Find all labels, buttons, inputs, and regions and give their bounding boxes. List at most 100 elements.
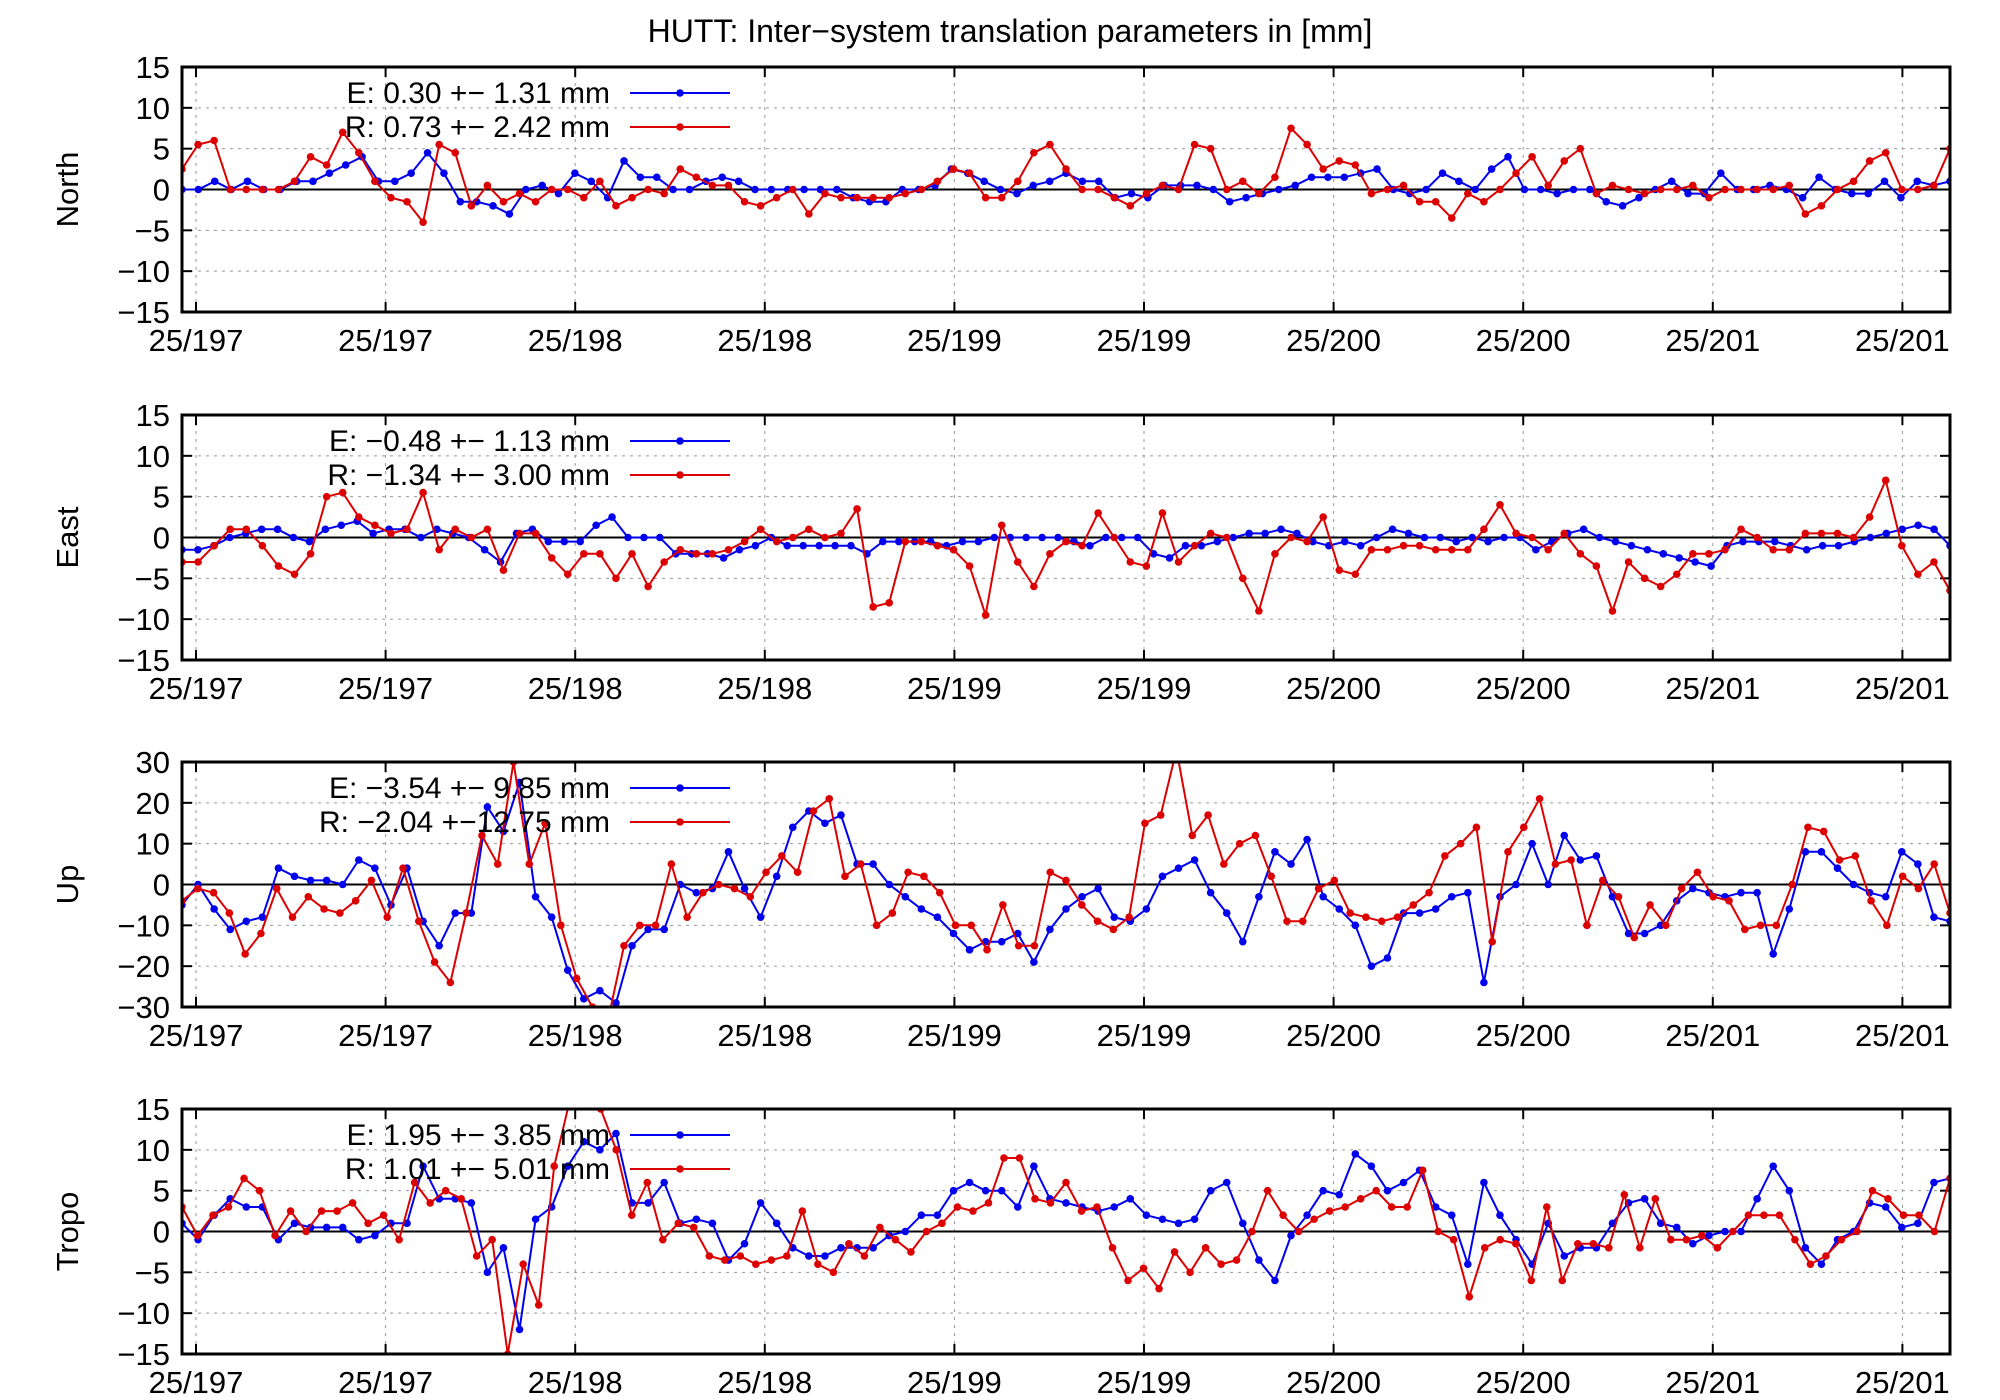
data-point-e [1769,950,1777,958]
legend-marker [676,89,684,97]
data-point-r [1713,1244,1722,1252]
data-point-e [1275,185,1283,194]
data-point-r [951,921,960,930]
data-point-e [660,1178,668,1187]
data-point-r [1325,1207,1334,1215]
data-point-e [660,925,668,934]
data-point-e [1801,848,1810,856]
data-point-r [1062,165,1070,173]
data-point-e [1611,537,1620,546]
data-point-r [1698,1231,1706,1240]
data-point-r [1480,525,1488,534]
plot-frame [180,413,1952,662]
data-point-r [660,558,668,566]
data-point-r [1046,550,1054,558]
data-point-e [1770,537,1779,546]
data-point-e [1102,533,1110,542]
data-point-e [337,521,346,530]
data-point-r [933,541,942,550]
data-point-e [831,541,839,550]
data-point-r [1689,550,1697,558]
data-point-r [1204,811,1212,819]
data-point-e [1504,153,1512,161]
data-point-r [1551,860,1560,868]
data-point-e [772,1219,781,1228]
y-tick-label: 15 [136,1092,170,1127]
data-point-e [894,537,903,546]
data-point-e [1468,533,1476,542]
data-point-r [1125,913,1133,921]
data-point-e [1255,892,1263,901]
data-point-e [997,937,1006,946]
data-point-r [580,193,588,202]
data-point-e [1618,202,1627,210]
data-point-r [860,1252,869,1260]
data-point-e [644,1199,652,1207]
data-point-r [290,570,299,579]
data-point-e [815,541,823,550]
data-point-r [1837,1235,1846,1244]
data-point-r [752,1260,760,1268]
data-point-e [1431,905,1440,913]
x-tick-label: 25/200 [1476,323,1571,358]
x-tick-label: 25/197 [149,1365,244,1400]
data-point-r [399,864,407,872]
data-point-r [367,876,376,885]
data-point-e [1769,1162,1777,1170]
data-point-e [869,860,877,868]
data-point-e [1142,905,1151,913]
data-point-e [1367,1162,1376,1170]
data-point-e [587,177,596,186]
data-point-r [756,525,765,534]
data-point-e [1213,537,1222,546]
data-point-r [338,488,347,497]
data-point-r [708,181,717,190]
data-point-r [869,193,877,202]
data-point-e [1438,169,1447,177]
x-tick-label: 25/198 [528,1365,623,1400]
data-point-e [735,545,744,554]
data-point-r [1519,823,1528,832]
plot-frame [180,65,1952,314]
data-point-e [949,1186,958,1195]
x-tick-label: 25/197 [149,671,244,706]
data-point-e [1817,1260,1826,1268]
data-point-r [949,545,958,554]
data-point-e [636,173,645,182]
data-point-r [620,941,628,950]
data-point-r [483,525,492,534]
data-point-r [441,1186,450,1195]
data-point-r [1496,501,1504,509]
data-point-e [1739,537,1747,546]
data-point-r [724,181,733,190]
data-point-r [1367,545,1376,554]
data-point-r [699,888,707,897]
data-point-r [534,1301,543,1309]
data-point-r [1656,582,1665,591]
data-point-r [674,1219,683,1228]
data-point-e [563,1162,572,1170]
data-point-r [1930,558,1938,566]
data-point-e [1817,848,1826,856]
data-point-r [1744,1211,1753,1219]
data-point-e [901,1227,910,1236]
data-point-r [1287,124,1295,133]
data-point-r [1760,1211,1768,1219]
data-point-r [1434,1227,1443,1236]
data-point-r [1682,1235,1691,1244]
legend-label: R: −2.04 +−12.75 mm [319,806,610,839]
data-point-r [462,909,470,917]
data-point-r [1174,185,1183,194]
data-point-e [901,892,910,901]
data-point-e [1544,880,1552,889]
data-point-r [317,1207,326,1215]
data-point-r [965,169,974,177]
data-point-e [1222,909,1231,917]
data-point-e [1569,185,1578,194]
data-point-r [1897,185,1906,194]
data-point-e [1415,909,1424,917]
plot-area [182,124,1950,226]
data-point-r [364,1219,372,1228]
